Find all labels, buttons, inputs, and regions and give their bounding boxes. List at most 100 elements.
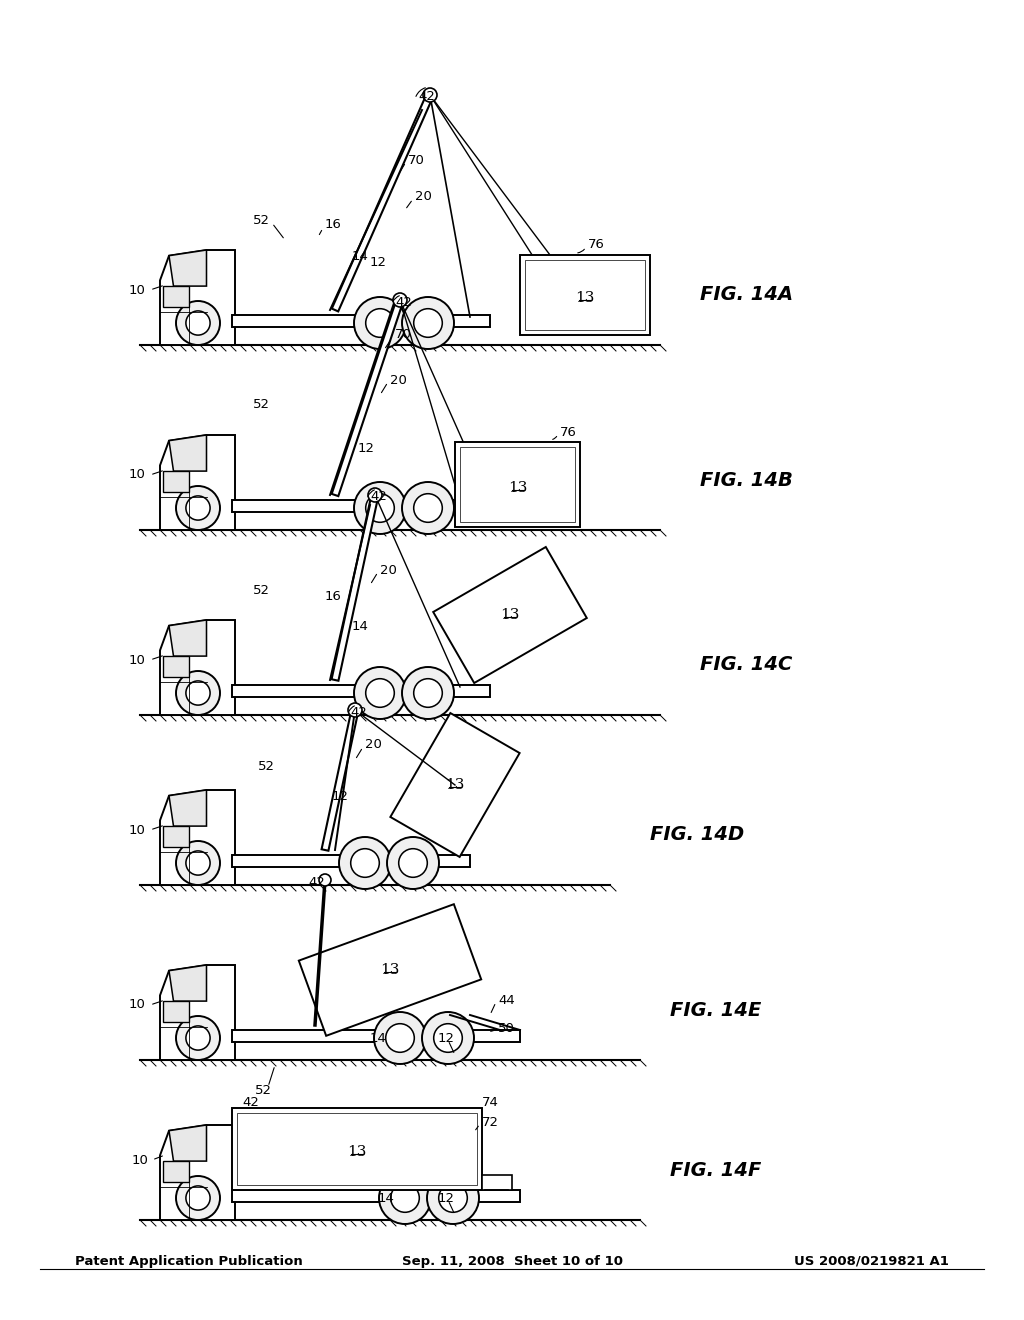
Text: 42: 42 <box>242 1096 259 1109</box>
Circle shape <box>387 837 439 888</box>
Text: FIG. 14F: FIG. 14F <box>670 1160 762 1180</box>
Text: 13: 13 <box>380 964 399 977</box>
Text: 13: 13 <box>501 609 520 622</box>
Text: 16: 16 <box>325 219 342 231</box>
Polygon shape <box>163 471 188 492</box>
Polygon shape <box>163 1162 188 1181</box>
Bar <box>232 500 490 512</box>
Text: 44: 44 <box>498 994 515 1006</box>
Polygon shape <box>169 1125 207 1162</box>
Text: 42: 42 <box>395 296 412 309</box>
Text: 52: 52 <box>253 583 270 597</box>
Circle shape <box>350 849 379 878</box>
Text: 12: 12 <box>358 441 375 454</box>
Bar <box>455 442 580 527</box>
Circle shape <box>379 1172 431 1224</box>
Circle shape <box>186 851 210 875</box>
Circle shape <box>391 1184 419 1212</box>
Circle shape <box>186 1026 210 1051</box>
Text: 14: 14 <box>370 1031 387 1044</box>
Text: 52: 52 <box>253 399 270 412</box>
Circle shape <box>348 704 362 717</box>
Text: 52: 52 <box>258 760 275 774</box>
Circle shape <box>354 482 406 535</box>
Text: 70: 70 <box>395 329 412 342</box>
Circle shape <box>176 486 220 531</box>
Circle shape <box>186 681 210 705</box>
Polygon shape <box>160 249 234 345</box>
Circle shape <box>434 1024 462 1052</box>
Bar <box>525 260 645 330</box>
Text: FIG. 14B: FIG. 14B <box>700 470 793 490</box>
Text: 52: 52 <box>255 1084 272 1097</box>
Polygon shape <box>160 436 234 531</box>
Circle shape <box>386 1024 415 1052</box>
Text: 42: 42 <box>370 491 387 503</box>
Text: 42: 42 <box>418 91 435 103</box>
Circle shape <box>186 312 210 335</box>
Polygon shape <box>163 286 188 308</box>
Text: 14: 14 <box>352 620 369 634</box>
Text: 10: 10 <box>128 824 145 837</box>
Text: 14: 14 <box>352 251 369 264</box>
Text: Sep. 11, 2008  Sheet 10 of 10: Sep. 11, 2008 Sheet 10 of 10 <box>401 1254 623 1267</box>
Bar <box>520 255 650 335</box>
Circle shape <box>176 841 220 884</box>
Bar <box>460 447 575 521</box>
Text: 42: 42 <box>350 705 367 718</box>
Polygon shape <box>160 620 234 715</box>
Polygon shape <box>332 298 403 496</box>
Polygon shape <box>169 620 207 656</box>
Circle shape <box>422 1012 474 1064</box>
Text: 13: 13 <box>575 290 595 305</box>
Text: 10: 10 <box>128 653 145 667</box>
Polygon shape <box>169 789 207 826</box>
Text: 20: 20 <box>380 564 397 577</box>
Text: 14: 14 <box>378 1192 395 1204</box>
Circle shape <box>186 1185 210 1210</box>
Polygon shape <box>169 965 207 1001</box>
Text: 20: 20 <box>415 190 432 203</box>
Text: 10: 10 <box>128 469 145 482</box>
Polygon shape <box>169 249 207 286</box>
Bar <box>232 315 490 327</box>
Circle shape <box>354 297 406 348</box>
Text: 13: 13 <box>347 1144 367 1159</box>
Text: 70: 70 <box>408 153 425 166</box>
Circle shape <box>186 496 210 520</box>
Circle shape <box>374 1012 426 1064</box>
Bar <box>232 855 470 867</box>
Circle shape <box>393 293 407 308</box>
Polygon shape <box>160 1125 234 1220</box>
Text: 74: 74 <box>482 1096 499 1109</box>
Text: 12: 12 <box>370 256 387 269</box>
Circle shape <box>414 309 442 338</box>
Circle shape <box>176 671 220 715</box>
Text: FIG. 14A: FIG. 14A <box>700 285 794 305</box>
Text: US 2008/0219821 A1: US 2008/0219821 A1 <box>795 1254 949 1267</box>
Text: 12: 12 <box>332 791 349 804</box>
Bar <box>482 1175 512 1191</box>
Text: FIG. 14D: FIG. 14D <box>650 825 744 845</box>
Text: 10: 10 <box>128 284 145 297</box>
Text: 12: 12 <box>438 1031 455 1044</box>
Text: 20: 20 <box>390 374 407 387</box>
Circle shape <box>366 678 394 708</box>
Circle shape <box>366 309 394 338</box>
Polygon shape <box>299 904 481 1036</box>
Text: 13: 13 <box>445 777 465 792</box>
Circle shape <box>438 1184 467 1212</box>
Polygon shape <box>163 1001 188 1022</box>
Circle shape <box>354 667 406 719</box>
Circle shape <box>423 88 437 102</box>
Bar <box>237 1113 477 1185</box>
Polygon shape <box>390 713 519 857</box>
Text: 12: 12 <box>438 1192 455 1204</box>
Text: 13: 13 <box>508 480 527 495</box>
Circle shape <box>368 488 382 502</box>
Circle shape <box>414 678 442 708</box>
Bar <box>232 685 490 697</box>
Polygon shape <box>322 709 358 850</box>
Text: 42: 42 <box>308 875 325 888</box>
Polygon shape <box>332 94 433 312</box>
